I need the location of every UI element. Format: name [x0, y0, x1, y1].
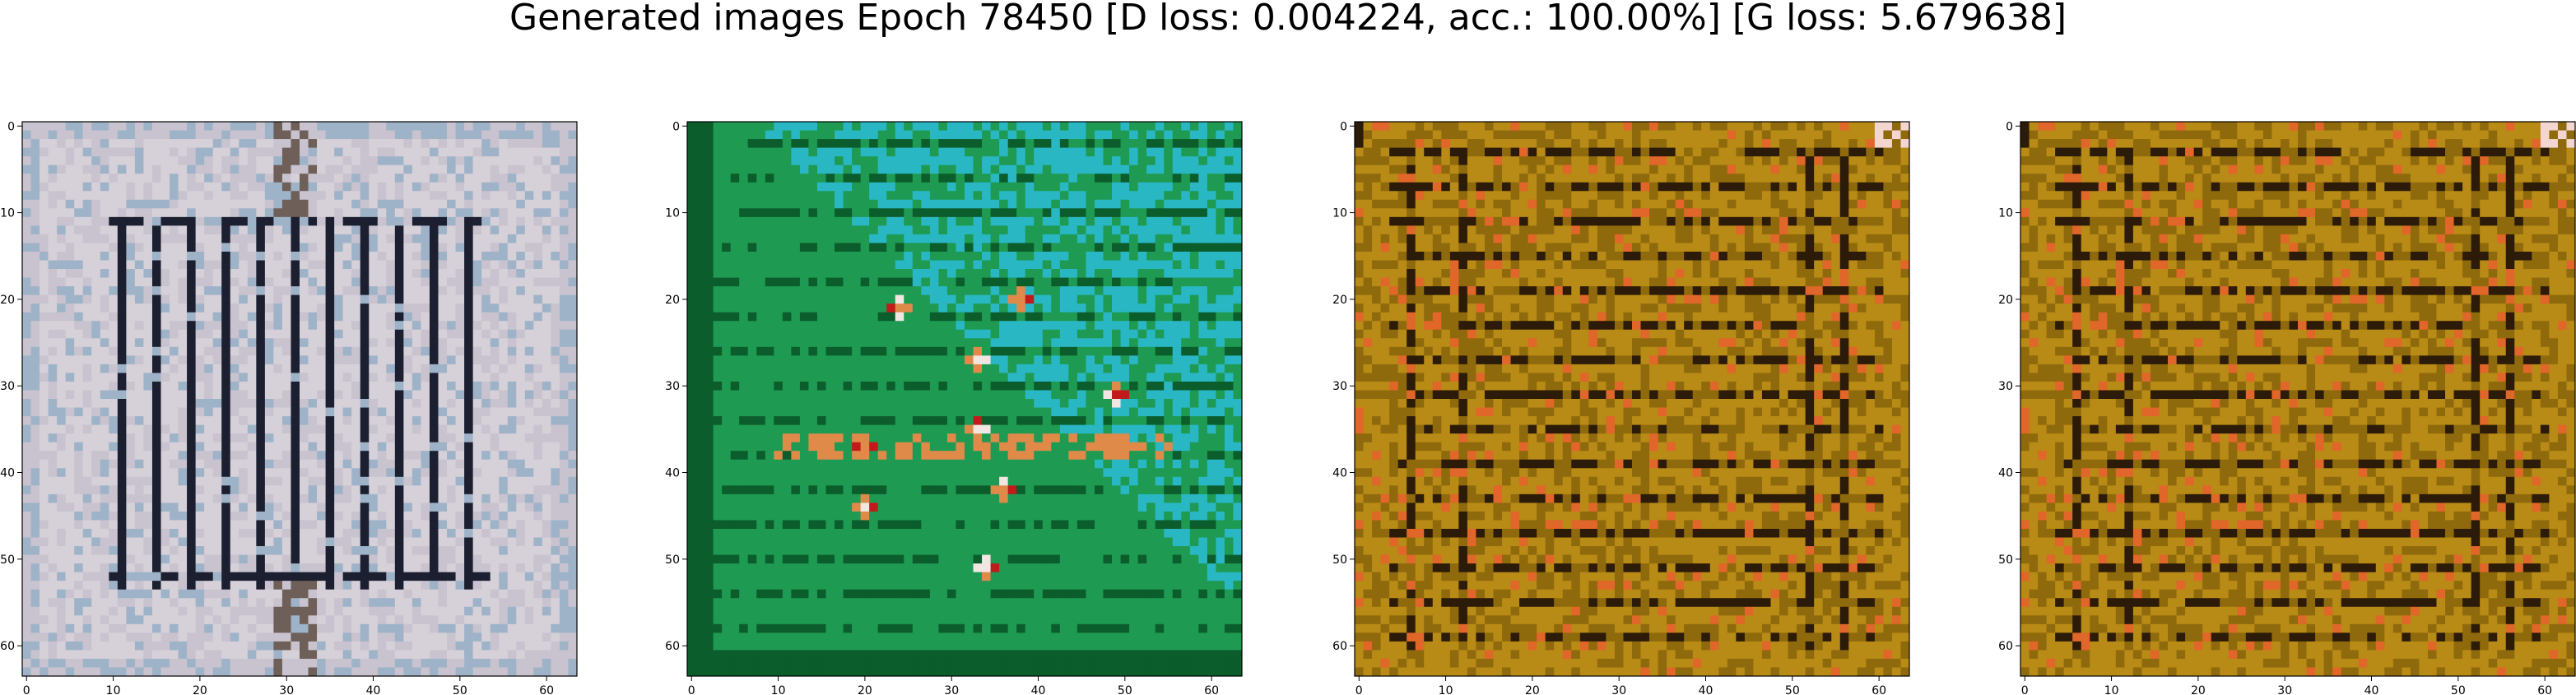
x-tick-label: 0	[2021, 684, 2029, 695]
x-tick-label: 60	[539, 684, 554, 695]
x-tick-label: 40	[366, 684, 381, 695]
y-tick-label: 30	[1998, 380, 2013, 393]
x-tick-label: 40	[1699, 684, 1713, 695]
x-tick-label: 50	[453, 684, 467, 695]
y-tick-label: 0	[1340, 120, 1347, 133]
x-tick-label: 30	[1611, 684, 1626, 695]
x-tick-label: 60	[1872, 684, 1886, 695]
y-tick-label: 50	[0, 554, 15, 567]
x-tick-label: 20	[193, 684, 207, 695]
y-tick-label: 30	[665, 380, 680, 393]
image-panel-3: 0 10 20 30 40 50 60 0 10 20 30 40 50 60	[1332, 120, 1910, 695]
y-tick-label: 60	[1332, 640, 1347, 653]
y-tick-label: 10	[665, 207, 680, 220]
x-tick-label: 40	[1031, 684, 1046, 695]
y-tick-label: 0	[672, 120, 680, 133]
y-tick-label: 30	[0, 380, 15, 393]
y-tick-label: 50	[1332, 554, 1347, 567]
x-tick-label: 60	[1204, 684, 1219, 695]
y-tick-label: 20	[1332, 294, 1347, 307]
x-tick-label: 10	[2104, 684, 2119, 695]
x-tick-label: 60	[2537, 684, 2552, 695]
generated-image	[1355, 122, 1910, 677]
x-tick-label: 50	[1118, 684, 1132, 695]
image-panel-2: 0 10 20 30 40 50 60 0 10 20 30 40 50 60	[665, 120, 1243, 695]
x-tick-label: 20	[1525, 684, 1540, 695]
x-tick-label: 50	[2451, 684, 2466, 695]
y-tick-label: 0	[7, 120, 15, 133]
x-tick-label: 20	[2191, 684, 2206, 695]
x-tick-label: 30	[944, 684, 959, 695]
y-tick-label: 60	[665, 640, 680, 653]
y-tick-label: 50	[1998, 554, 2013, 567]
generated-image	[22, 122, 578, 677]
x-tick-label: 50	[1785, 684, 1800, 695]
image-panel-1: 0 10 20 30 40 50 60 0 10 20 30 40 50 60	[0, 120, 578, 695]
axes-frame	[2020, 121, 2576, 677]
generated-image	[2020, 122, 2576, 677]
x-tick-label: 30	[279, 684, 294, 695]
image-panel-4: 0 10 20 30 40 50 60 0 10 20 30 40 50 60	[1998, 120, 2576, 695]
y-tick-label: 20	[1998, 294, 2013, 307]
y-tick-label: 40	[0, 467, 15, 480]
x-tick-label: 10	[106, 684, 121, 695]
y-tick-label: 30	[1332, 380, 1347, 393]
x-tick-label: 40	[2364, 684, 2379, 695]
y-tick-label: 10	[1332, 207, 1347, 220]
y-tick-label: 40	[1998, 467, 2013, 480]
y-tick-label: 40	[1332, 467, 1347, 480]
figure-title: Generated images Epoch 78450 [D loss: 0.…	[509, 0, 2067, 39]
x-tick-label: 0	[1355, 684, 1363, 695]
x-tick-label: 0	[23, 684, 30, 695]
y-tick-label: 50	[665, 554, 680, 567]
x-tick-label: 30	[2277, 684, 2292, 695]
y-tick-label: 60	[0, 640, 15, 653]
x-tick-label: 10	[1439, 684, 1453, 695]
y-tick-label: 20	[665, 294, 680, 307]
axes-frame	[686, 121, 1243, 677]
y-tick-label: 0	[2006, 120, 2013, 133]
x-tick-label: 20	[858, 684, 872, 695]
y-tick-label: 10	[1998, 207, 2013, 220]
x-tick-label: 10	[771, 684, 786, 695]
axes-frame	[1354, 121, 1910, 677]
axes-frame	[21, 121, 578, 677]
x-tick-label: 0	[688, 684, 695, 695]
y-tick-label: 60	[1998, 640, 2013, 653]
y-tick-label: 10	[0, 207, 15, 220]
y-tick-label: 20	[0, 294, 15, 307]
y-tick-label: 40	[665, 467, 680, 480]
generated-image	[687, 122, 1243, 677]
